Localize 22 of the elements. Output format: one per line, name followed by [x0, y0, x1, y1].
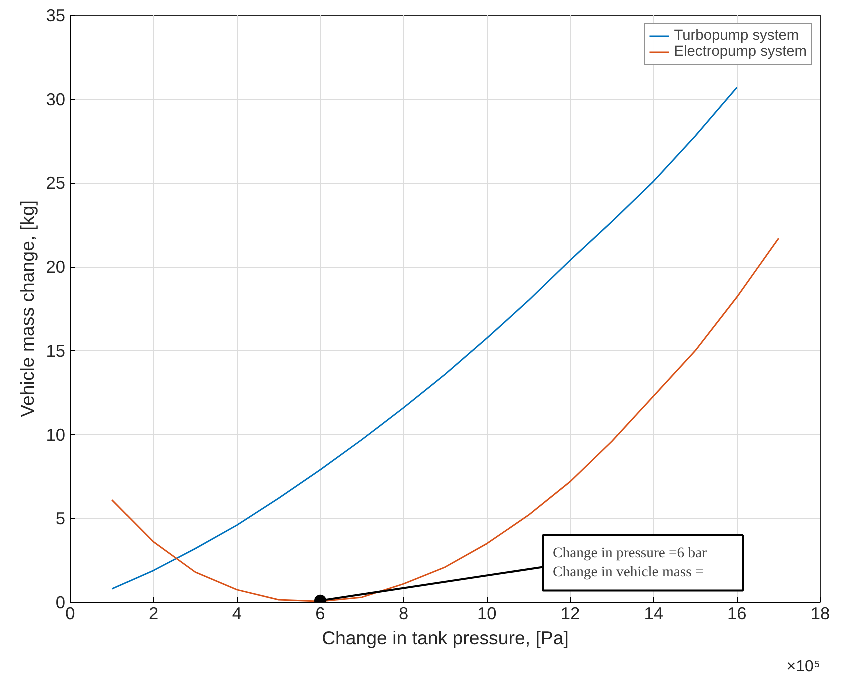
y-tick-label: 30: [46, 89, 66, 110]
y-tick-label: 10: [46, 424, 66, 445]
annotation: Change in pressure =6 bar Change in vehicle mass =: [553, 546, 708, 581]
x-tick-label: 12: [560, 604, 580, 624]
x-tick-label: 8: [399, 604, 409, 624]
y-tick-label: 25: [46, 173, 66, 194]
x-axis-title: Change in tank pressure, [Pa]: [322, 628, 569, 648]
legend-label: Electropump system: [674, 44, 807, 60]
y-tick-label: 20: [46, 257, 66, 278]
x-tick-label: 18: [810, 604, 830, 624]
legend-label: Turbopump system: [674, 28, 800, 44]
x-tick-label: 14: [644, 604, 664, 624]
y-tick-label: 5: [56, 508, 66, 529]
x-tick-label: 16: [728, 604, 747, 624]
x-tick-label: 4: [232, 604, 242, 624]
x-tick-label: 6: [316, 604, 326, 624]
text: ×10⁵: [786, 658, 821, 676]
y-tick-label: 15: [46, 340, 66, 361]
y-tick-label: 35: [46, 6, 66, 26]
y-axis-title: Vehicle mass change, [kg]: [17, 200, 38, 418]
x-tick-label: 2: [149, 604, 159, 624]
x-tick-label: 10: [478, 604, 497, 624]
